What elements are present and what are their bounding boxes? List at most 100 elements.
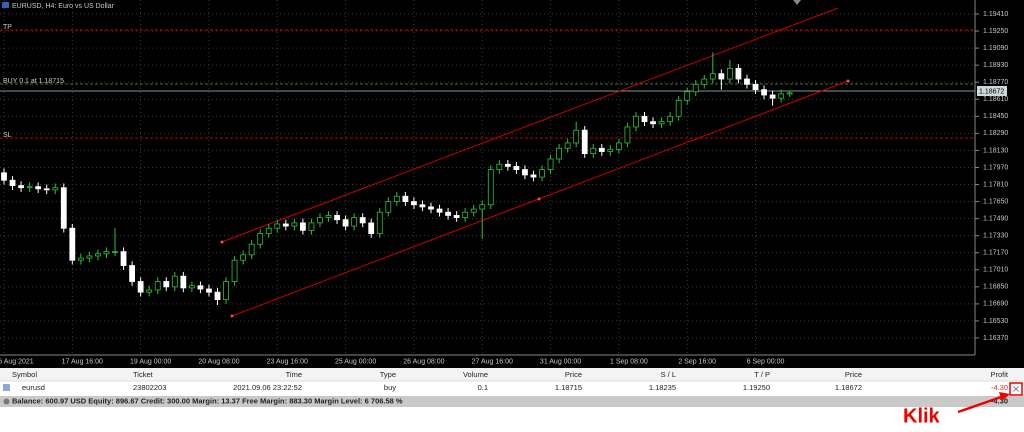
candle-body [752, 83, 759, 91]
price-tick-label: 1.16690 [983, 301, 1008, 308]
candle-body [69, 227, 76, 261]
candle-body [60, 187, 67, 229]
candle-body [308, 222, 315, 231]
expand-icon [3, 398, 10, 405]
candle-body [393, 195, 400, 202]
price-tick-label: 1.18770 [983, 79, 1008, 86]
candle-body [590, 147, 597, 155]
buy-label: BUY 0.1 at 1.18715 [3, 78, 64, 85]
price-tick-label: 1.16530 [983, 318, 1008, 325]
candle-body [351, 217, 358, 227]
candle-body [129, 265, 136, 282]
candle-body [402, 195, 409, 202]
price-tick-label: 1.18130 [983, 147, 1008, 154]
candle-body [248, 243, 255, 256]
candle-body [86, 255, 93, 259]
cell: 1.19250 [743, 383, 770, 392]
candle-body [35, 186, 42, 190]
price-tick-label: 1.17810 [983, 181, 1008, 188]
price-tick-label: 1.17970 [983, 164, 1008, 171]
candle-body [419, 204, 426, 208]
candle-body [650, 121, 656, 125]
price-tick-label: 1.19090 [983, 45, 1008, 52]
price-tick-label: 1.17490 [983, 215, 1008, 222]
candle-body [317, 217, 323, 224]
candle-body [411, 201, 417, 206]
cell: 1.18715 [555, 383, 582, 392]
channel-point [537, 197, 541, 201]
candle-body [163, 281, 170, 288]
column-header: T / P [754, 370, 770, 379]
cell: 1.18235 [649, 383, 676, 392]
candle-body [735, 67, 742, 80]
candle-body [223, 281, 229, 301]
candle-body [658, 121, 665, 125]
candle-body [137, 281, 144, 293]
candle-body [581, 129, 588, 155]
time-label: 23 Aug 16:00 [267, 358, 308, 365]
candle-body [496, 163, 503, 171]
time-label: 1 Sep 08:00 [610, 358, 648, 365]
cell: 0.1 [478, 383, 488, 392]
candle-body [598, 147, 605, 152]
summary-row [0, 396, 1024, 407]
candle-body [479, 204, 486, 210]
flag-icon [2, 2, 9, 8]
annotation: Klik [903, 405, 941, 427]
candle-body [1, 172, 7, 181]
column-header: Type [380, 370, 396, 379]
candle-body [77, 257, 84, 261]
candle-body [43, 188, 50, 191]
time-label: 2 Sep 16:00 [678, 358, 716, 365]
candle-body [385, 201, 392, 213]
candle-body [428, 206, 434, 210]
candle-body [154, 281, 161, 291]
price-tick-label: 1.18290 [983, 130, 1008, 137]
candle-body [462, 211, 469, 218]
candle-body [9, 179, 16, 186]
candle-body [522, 169, 528, 176]
candle-body [470, 208, 477, 213]
sl-label: SL [3, 132, 12, 139]
annotation-arrow [957, 394, 1005, 414]
candle-body [274, 223, 281, 229]
column-header: Ticket [133, 370, 154, 379]
candle-body [197, 285, 204, 290]
column-header: Price [845, 370, 862, 379]
candle-body [701, 78, 708, 85]
candle-body [539, 169, 545, 178]
candle-body [667, 115, 674, 123]
price-tick-label: 1.18930 [983, 62, 1008, 69]
candle-body [684, 91, 691, 101]
close-icon[interactable] [1013, 386, 1019, 392]
channel-upper [221, 7, 839, 243]
candle-body [709, 73, 716, 80]
close-position-button[interactable] [1009, 382, 1023, 396]
candle-body [112, 251, 118, 253]
shift-marker [793, 0, 801, 5]
candle-body [727, 67, 733, 80]
candle-body [504, 163, 511, 167]
candle-body [769, 94, 776, 99]
price-tick-label: 1.17330 [983, 233, 1008, 240]
candle-body [615, 142, 622, 150]
candle-body [530, 174, 537, 178]
column-header: Time [286, 370, 302, 379]
summary-profit: -4.30 [991, 396, 1008, 405]
candle-body [52, 187, 59, 191]
candle-body [786, 92, 793, 95]
time-label: 17 Aug 16:00 [62, 358, 103, 365]
time-label: 26 Aug 08:00 [403, 358, 444, 365]
candle-body [120, 251, 127, 266]
time-label: 27 Aug 16:00 [472, 358, 513, 365]
price-tick-label: 1.17010 [983, 267, 1008, 274]
candle-body [513, 166, 520, 171]
cell: buy [384, 383, 396, 392]
candle-body [744, 78, 750, 85]
candle-body [641, 115, 648, 123]
channel-point [846, 79, 850, 83]
candle-body [368, 222, 375, 234]
candle-body [291, 222, 298, 227]
table-header [0, 368, 1024, 381]
